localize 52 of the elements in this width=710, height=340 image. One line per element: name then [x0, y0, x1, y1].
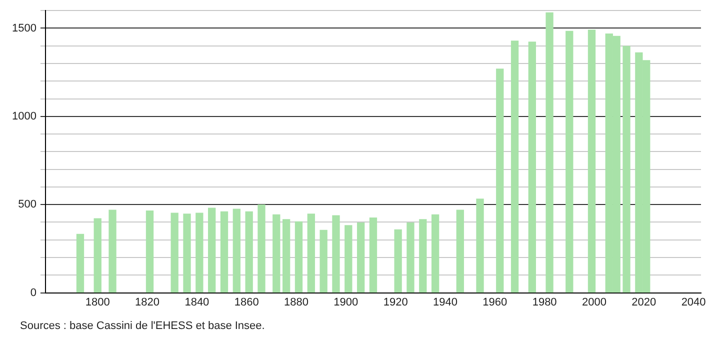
x-tick-label: 1880	[284, 296, 309, 308]
bar	[170, 212, 178, 293]
bar	[94, 218, 102, 293]
bar	[456, 210, 464, 293]
bar	[146, 210, 154, 293]
x-tick-label: 1940	[433, 296, 458, 308]
bar	[282, 219, 290, 293]
x-tick-label: 1860	[234, 296, 259, 308]
bar	[528, 42, 536, 293]
bar	[220, 211, 228, 293]
bar	[208, 208, 216, 293]
bar	[332, 215, 340, 293]
x-tick-label: 1800	[85, 296, 110, 308]
x-tick-label: 1820	[135, 296, 160, 308]
x-tick-label: 2000	[582, 296, 606, 308]
bar	[108, 210, 116, 293]
bar	[344, 225, 352, 293]
y-tick-label: 500	[18, 198, 36, 211]
bar	[272, 214, 280, 293]
bar	[394, 229, 402, 293]
bar	[320, 230, 328, 293]
bar	[546, 12, 554, 293]
x-tick-label: 1920	[383, 296, 408, 308]
bar	[294, 221, 303, 293]
bar	[566, 30, 574, 293]
bar	[232, 208, 240, 293]
bar	[431, 214, 440, 293]
x-tick-label: 1960	[482, 296, 508, 308]
y-tick-label: 1500	[12, 22, 36, 34]
bar	[76, 234, 84, 293]
y-tick-label: 1000	[12, 110, 36, 122]
x-tick-label: 2020	[632, 296, 656, 308]
source-note: Sources : base Cassini de l'EHESS et base Insee.	[20, 320, 265, 332]
bar	[183, 214, 191, 293]
bar	[588, 30, 596, 293]
bar	[496, 68, 504, 293]
bar	[622, 46, 630, 293]
bar	[419, 219, 427, 293]
bar	[406, 222, 414, 293]
bar	[356, 222, 365, 293]
bar	[307, 214, 315, 293]
x-tick-label: 1840	[184, 296, 210, 308]
y-tick-label: 0	[30, 286, 36, 299]
bar	[245, 211, 253, 293]
bar	[258, 204, 266, 293]
x-tick-label: 1980	[532, 296, 557, 308]
bar	[369, 218, 378, 293]
bar	[510, 40, 519, 293]
bar	[476, 198, 484, 293]
x-tick-label: 1900	[334, 296, 358, 308]
bar	[196, 212, 204, 293]
x-tick-label: 2040	[681, 296, 706, 308]
